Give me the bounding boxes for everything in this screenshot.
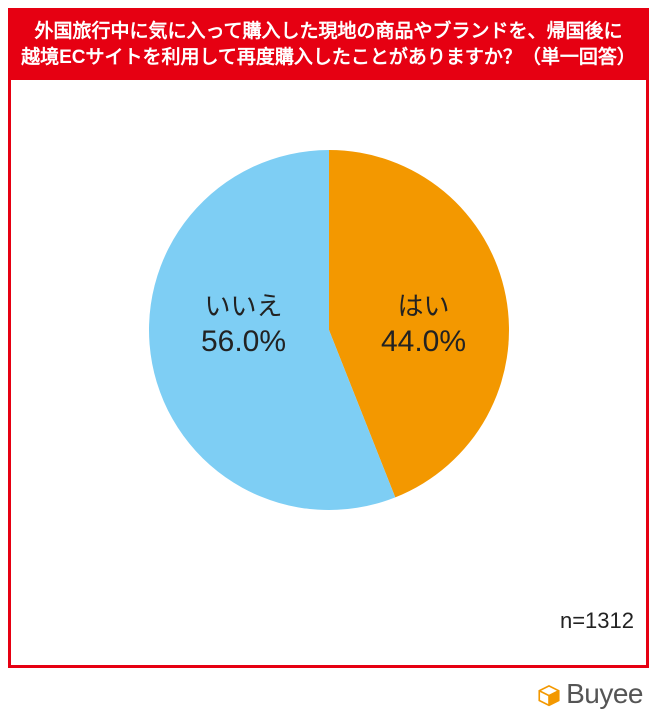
chart-frame: 外国旅行中に気に入って購入した現地の商品やブランドを、帰国後に 越境ECサイトを… — [8, 8, 649, 668]
header-line-2: 越境ECサイトを利用して再度購入したことがありますか？（単一回答） — [21, 47, 636, 68]
slice-yes-pct: 44.0% — [354, 323, 494, 361]
header-line-1: 外国旅行中に気に入って購入した現地の商品やブランドを、帰国後に — [34, 21, 622, 42]
sample-size: n=1312 — [560, 608, 634, 634]
slice-label-yes: はい 44.0% — [354, 290, 494, 360]
slice-label-no: いいえ 56.0% — [174, 290, 314, 360]
chart-area: はい 44.0% いいえ 56.0% n=1312 — [11, 80, 646, 640]
question-header: 外国旅行中に気に入って購入した現地の商品やブランドを、帰国後に 越境ECサイトを… — [11, 11, 646, 80]
brand-logo: Buyee — [536, 678, 643, 710]
brand-box-icon — [536, 681, 562, 707]
brand-name: Buyee — [566, 678, 643, 710]
slice-no-name: いいえ — [174, 290, 314, 323]
slice-yes-name: はい — [354, 290, 494, 323]
pie-chart: はい 44.0% いいえ 56.0% — [149, 150, 509, 510]
slice-no-pct: 56.0% — [174, 323, 314, 361]
